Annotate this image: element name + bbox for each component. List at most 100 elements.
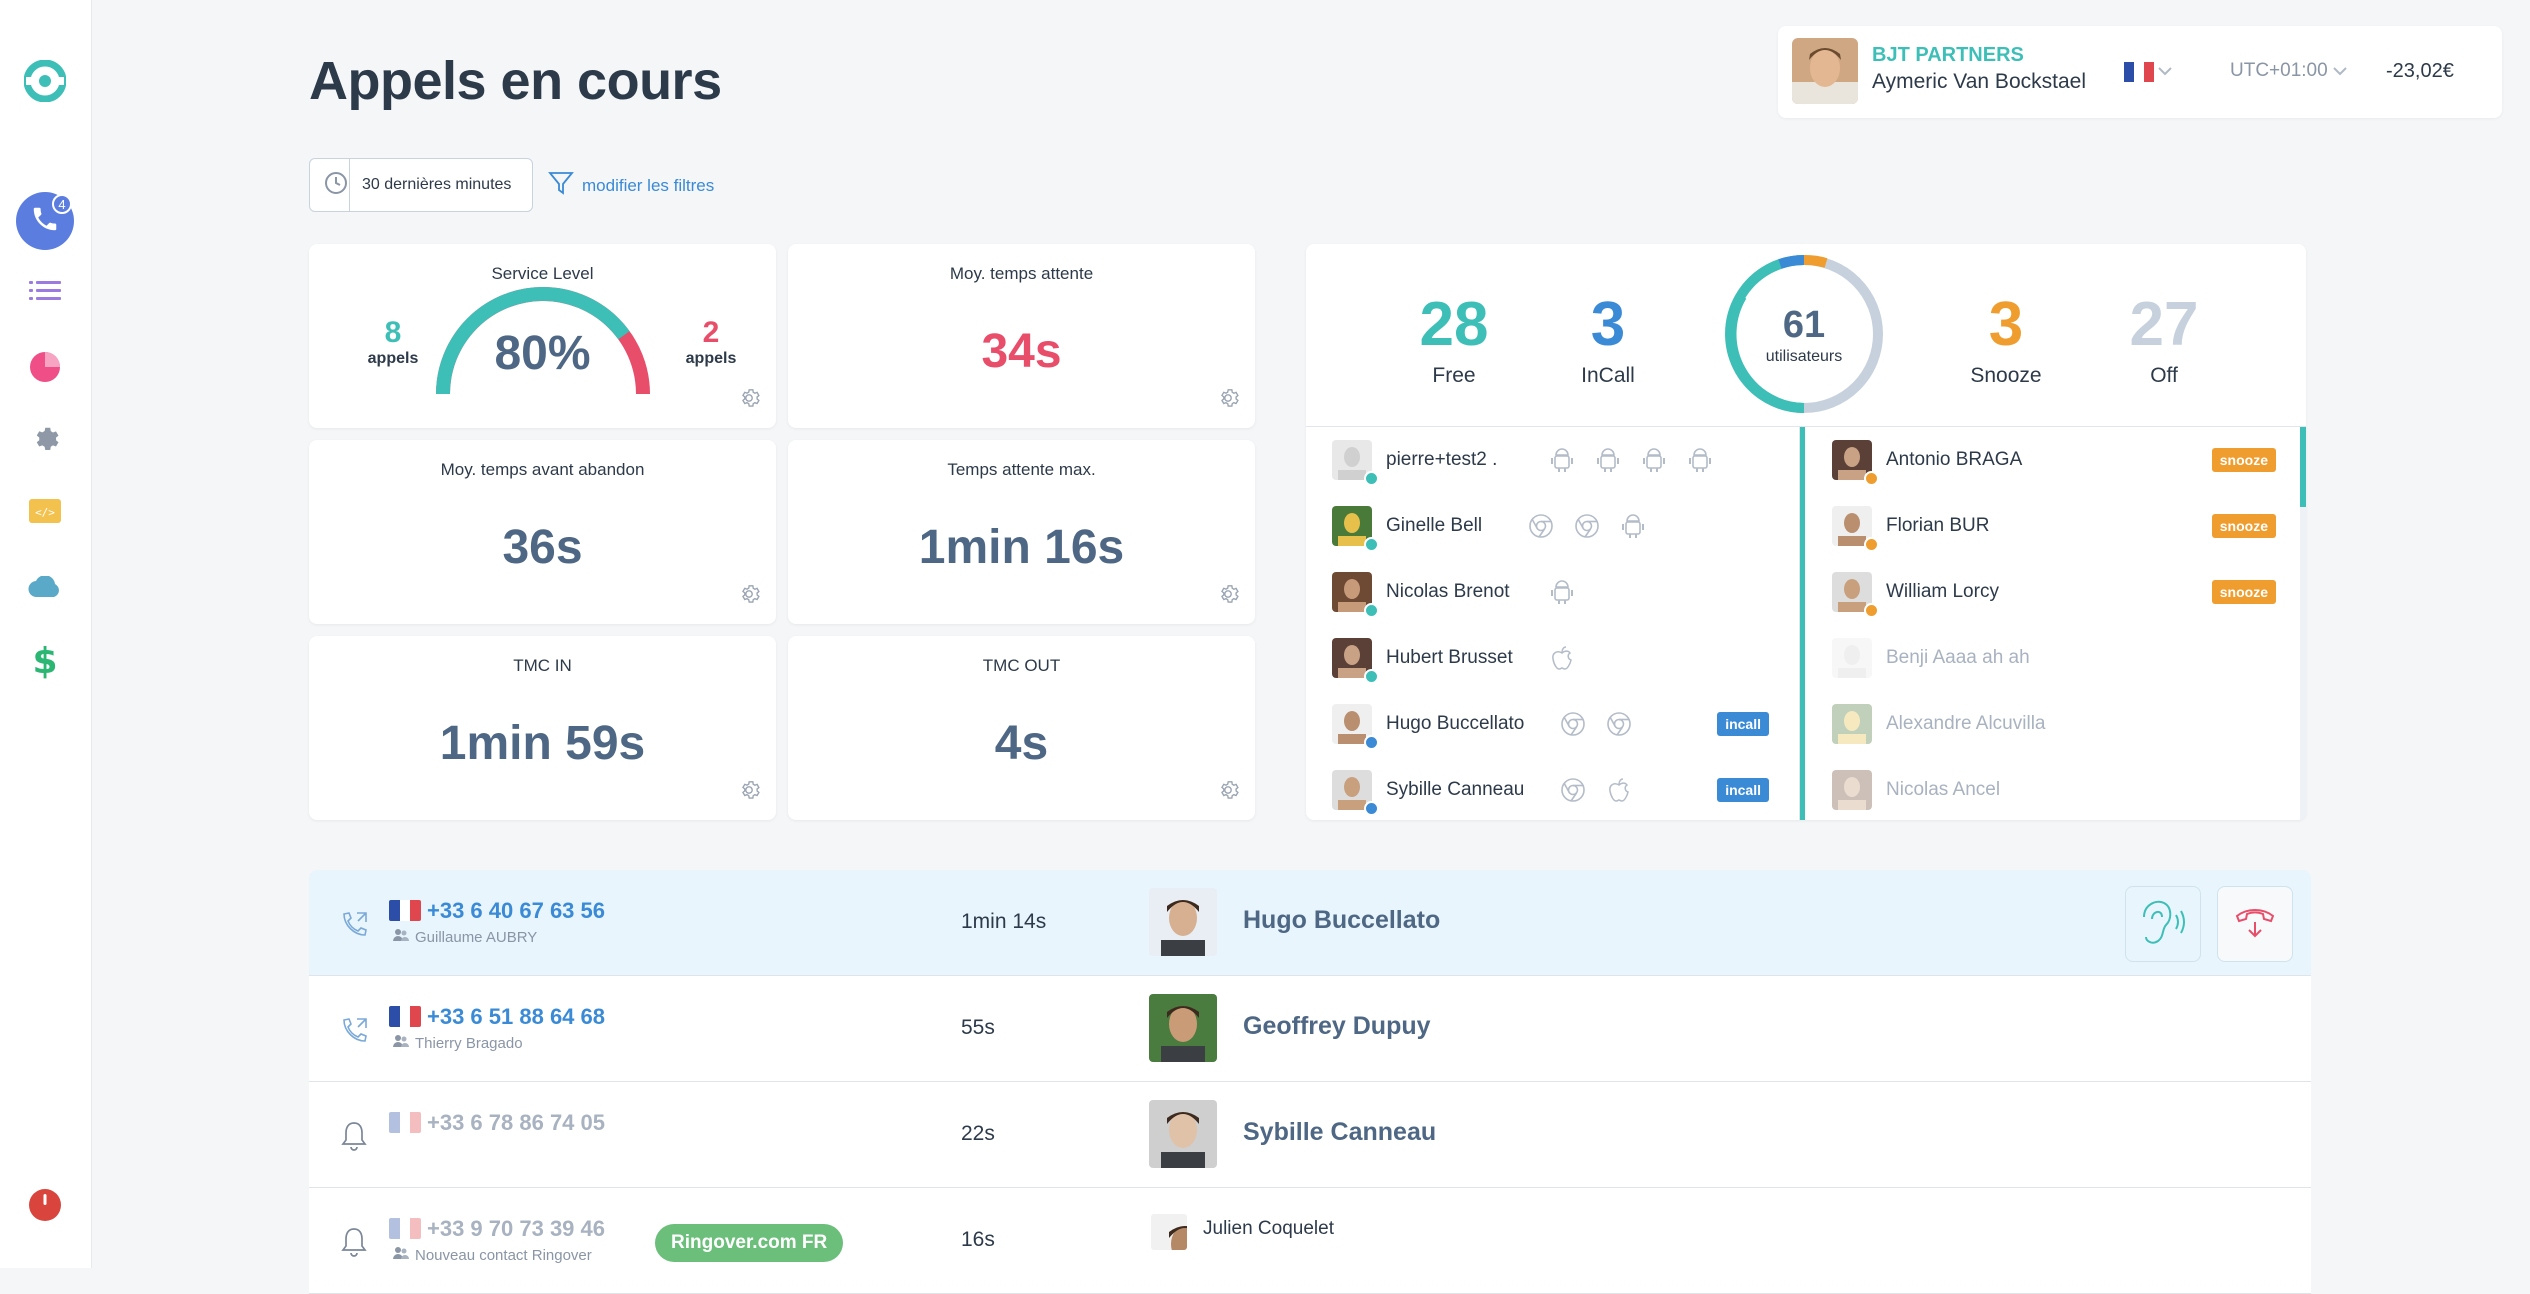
user-avatar (1832, 704, 1872, 744)
user-row[interactable]: Benji Aaaa ah ah (1806, 625, 2306, 691)
modify-filters-label: modifier les filtres (582, 175, 715, 195)
caller-number[interactable]: +33 6 51 88 64 68 (427, 1004, 605, 1029)
card-title: Service Level (491, 264, 594, 283)
scroll-indicator[interactable] (1800, 427, 1805, 820)
developer-nav-button[interactable]: </> (16, 484, 74, 542)
user-row[interactable]: Antonio BRAGA snooze (1806, 427, 2306, 493)
user-name: Ginelle Bell (1386, 515, 1483, 536)
contact-icon (393, 1246, 409, 1264)
free-label: Free (1432, 364, 1476, 387)
service-level-ok-count: 8 (384, 316, 402, 349)
service-level-ko-count: 2 (702, 316, 720, 349)
user-row[interactable]: Sybille Canneau incall (1306, 757, 1799, 820)
user-avatar[interactable] (1792, 38, 1858, 104)
snooze-count: 3 (1988, 290, 2024, 359)
logout-button[interactable] (16, 1178, 74, 1236)
caller-contact[interactable]: Nouveau contact Ringover (393, 1246, 592, 1264)
company-name: BJT PARTNERS (1872, 44, 2024, 66)
agent-name[interactable]: Julien Coquelet (1203, 1218, 1334, 1239)
gear-icon[interactable] (738, 779, 760, 806)
user-devices (1558, 709, 1634, 739)
clock-icon (312, 171, 348, 200)
settings-nav-button[interactable] (16, 412, 74, 470)
off-users-stat[interactable]: 27 Off (2084, 294, 2244, 388)
gear-icon[interactable] (1217, 583, 1239, 610)
calls-nav-button[interactable]: 4 (16, 192, 74, 250)
incall-badge: incall (1717, 712, 1769, 736)
account-balance: -23,02€ (2386, 60, 2454, 82)
free-count: 28 (1419, 290, 1489, 359)
status-dot (1364, 471, 1379, 486)
apple-device-icon (1604, 775, 1634, 805)
apple-device-icon (1547, 643, 1577, 673)
stats-nav-button[interactable] (16, 340, 74, 398)
user-name: Sybille Canneau (1386, 779, 1525, 800)
user-row[interactable]: Hugo Buccellato incall (1306, 691, 1799, 757)
gear-icon[interactable] (738, 583, 760, 610)
snooze-badge: snooze (2211, 448, 2276, 472)
billing-nav-button[interactable]: $ (16, 632, 74, 690)
bell-icon (339, 1226, 369, 1263)
user-row[interactable]: Florian BUR snooze (1806, 493, 2306, 559)
user-row[interactable]: pierre+test2 . (1306, 427, 1799, 493)
card-title: TMC IN (513, 656, 572, 675)
listen-button[interactable] (2125, 886, 2201, 962)
line-tag: Ringover.com FR (655, 1224, 844, 1262)
svg-text:</>: </> (35, 506, 55, 519)
user-name: Benji Aaaa ah ah (1886, 647, 2030, 668)
gear-icon[interactable] (1217, 779, 1239, 806)
status-dot (1864, 471, 1879, 486)
agent-name[interactable]: Geoffrey Dupuy (1243, 1012, 1431, 1040)
incall-badge: incall (1717, 778, 1769, 802)
user-row[interactable]: Alexandre Alcuvilla (1806, 691, 2306, 757)
list-nav-button[interactable] (16, 264, 74, 322)
caller-number[interactable]: +33 6 40 67 63 56 (427, 898, 605, 923)
scrollbar[interactable] (2300, 427, 2306, 820)
caller-contact[interactable]: Thierry Bragado (393, 1034, 523, 1052)
user-row[interactable]: Nicolas Brenot (1306, 559, 1799, 625)
user-devices (1547, 445, 1715, 475)
call-duration: 55s (961, 1016, 995, 1039)
cloud-nav-button[interactable] (16, 560, 74, 618)
call-row[interactable]: +33 6 78 86 74 05 22s Sybille Canneau (309, 1082, 2311, 1188)
caller-contact[interactable]: Guillaume AUBRY (393, 928, 537, 946)
call-row[interactable]: +33 6 51 88 64 68 Thierry Bragado 55s Geoff… (309, 976, 2311, 1082)
user-row[interactable]: Ginelle Bell (1306, 493, 1799, 559)
user-row[interactable]: Hubert Brusset (1306, 625, 1799, 691)
caller-number[interactable]: +33 9 70 73 39 46 (427, 1216, 605, 1241)
snooze-users-stat[interactable]: 3 Snooze (1926, 294, 2086, 388)
incall-users-stat[interactable]: 3 InCall (1528, 294, 1688, 388)
ringover-logo[interactable] (23, 59, 67, 103)
caller-number[interactable]: +33 6 78 86 74 05 (427, 1110, 605, 1135)
cloud-icon (28, 574, 62, 603)
gear-icon[interactable] (738, 387, 760, 414)
outgoing-call-icon (339, 1014, 371, 1051)
status-dot (1864, 537, 1879, 552)
gear-icon[interactable] (1217, 387, 1239, 414)
call-duration: 22s (961, 1122, 995, 1145)
chevron-down-icon (2333, 60, 2347, 81)
avg-before-abandon-value: 36s (502, 521, 583, 574)
contact-icon (393, 928, 409, 946)
timezone-selector[interactable]: UTC+01:00 (2230, 60, 2347, 82)
user-name: William Lorcy (1886, 581, 1999, 602)
phone-icon (30, 204, 60, 239)
call-row[interactable]: +33 6 40 67 63 56 Guillaume AUBRY 1min 14s… (309, 870, 2311, 976)
user-name: Alexandre Alcuvilla (1886, 713, 2046, 734)
free-users-stat[interactable]: 28 Free (1374, 294, 1534, 388)
total-users: 61 utilisateurs (1722, 306, 1886, 366)
service-level-gauge (436, 287, 650, 395)
calls-list: +33 6 40 67 63 56 Guillaume AUBRY 1min 14s… (309, 870, 2311, 1294)
modify-filters-link[interactable]: modifier les filtres (548, 170, 714, 201)
agent-name[interactable]: Sybille Canneau (1243, 1118, 1437, 1146)
call-row[interactable]: +33 9 70 73 39 46 Nouveau contact Ringove… (309, 1188, 2311, 1294)
hangup-button[interactable] (2217, 886, 2293, 962)
users-list-right: Antonio BRAGA snooze Florian BUR snooze Will… (1806, 427, 2306, 820)
user-row[interactable]: William Lorcy snooze (1806, 559, 2306, 625)
user-row[interactable]: Nicolas Ancel (1806, 757, 2306, 820)
language-selector[interactable] (2124, 62, 2172, 82)
agent-name[interactable]: Hugo Buccellato (1243, 906, 1441, 934)
avg-wait-value: 34s (981, 325, 1062, 378)
user-devices (1547, 577, 1577, 607)
time-range-filter[interactable]: 30 dernières minutes (309, 158, 533, 212)
